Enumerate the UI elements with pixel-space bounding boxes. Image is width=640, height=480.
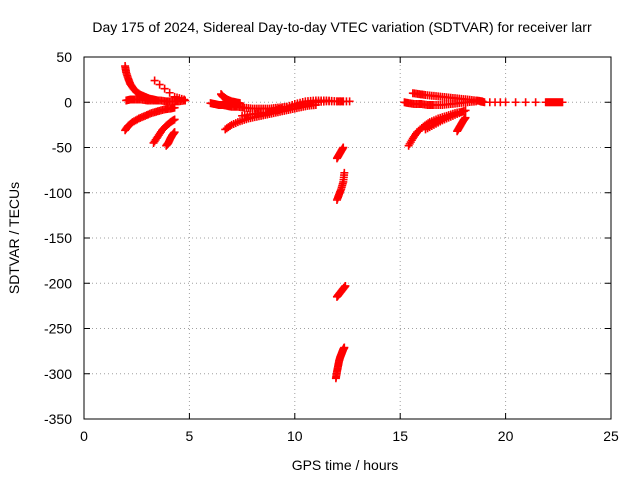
series-arc-4 [149,115,179,147]
series-drop-3 [332,281,350,301]
series-arc-10 [269,96,354,115]
chart-title: Day 175 of 2024, Sidereal Day-to-day VTE… [92,19,592,35]
x-tick-label: 20 [498,428,514,444]
data-point [345,97,354,106]
y-tick-label: -300 [44,366,72,382]
data-point [339,143,348,152]
data-point [340,343,349,352]
y-tick-label: 0 [64,94,72,110]
y-tick-label: -150 [44,230,72,246]
series-drop-1 [332,143,348,163]
series-arc-5 [162,128,179,150]
data-point [150,76,159,85]
y-tick-labels: 50 0 -50 -100 -150 -200 -250 -300 -350 [44,49,72,427]
data-point-interp [531,98,540,107]
data-point-interp [160,84,169,93]
data-points [121,62,567,383]
x-tick-label: 15 [392,428,408,444]
x-axis-label: GPS time / hours [292,457,399,473]
data-point [501,98,510,107]
data-point [170,115,179,124]
series-arc-15 [453,113,470,136]
data-point [461,113,470,122]
x-tick-label: 5 [186,428,194,444]
series-arc-7 [217,90,244,108]
x-tick-label: 10 [287,428,303,444]
y-tick-label: -50 [52,140,72,156]
x-tick-label: 25 [603,428,619,444]
data-point [558,98,567,107]
series-arc-2 [122,95,190,106]
y-tick-label: -200 [44,275,72,291]
series-drop-4 [331,343,349,383]
y-tick-label: -100 [44,185,72,201]
data-point [341,281,350,290]
data-point-interp [511,98,520,107]
y-axis-label: SDTVAR / TECUs [6,182,22,294]
data-point [461,106,470,115]
grid-lines [84,57,611,419]
data-point-interp [521,98,530,107]
data-point [340,168,349,177]
x-tick-label: 0 [80,428,88,444]
x-tick-labels: 0 5 10 15 20 25 [80,428,619,444]
series-arc-14 [421,106,470,134]
data-point [170,103,179,112]
plot-frame [83,56,612,420]
y-tick-label: -350 [44,411,72,427]
series-drop-2 [332,168,349,204]
data-point [180,95,189,104]
data-point-interp [155,80,164,89]
data-point-interp [165,88,174,97]
y-tick-label: 50 [56,49,72,65]
data-point [170,128,179,137]
data-point [235,99,244,108]
y-tick-label: -250 [44,321,72,337]
series-isolated-1 [150,76,189,104]
series-arc-3 [121,103,179,135]
series-isolated-2 [476,97,567,107]
